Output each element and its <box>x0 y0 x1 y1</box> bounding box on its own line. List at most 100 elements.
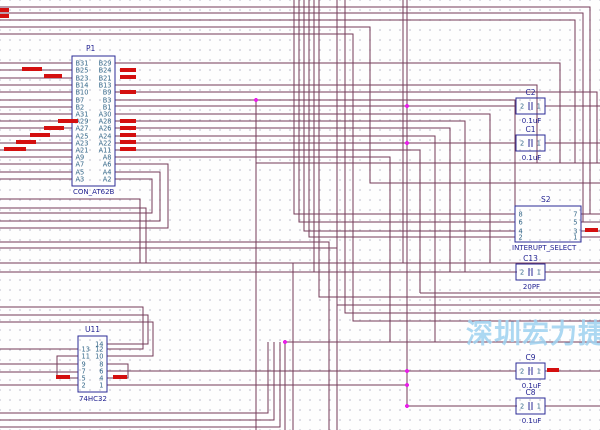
component-body-C2[interactable] <box>515 97 546 115</box>
component-body-C9[interactable] <box>515 362 546 380</box>
wire[interactable] <box>0 6 591 214</box>
wire[interactable] <box>0 247 338 430</box>
pin-name: A9 <box>76 153 85 161</box>
erc-marker[interactable] <box>585 228 598 233</box>
wire[interactable] <box>303 0 515 232</box>
wire[interactable] <box>0 198 141 263</box>
wire[interactable] <box>115 113 491 263</box>
erc-marker[interactable] <box>44 74 62 79</box>
component-body-U11[interactable] <box>77 335 108 393</box>
component-body-S2[interactable] <box>514 205 582 243</box>
wire[interactable] <box>0 314 149 345</box>
wire[interactable] <box>0 342 269 414</box>
pin-name: 11 <box>82 352 90 360</box>
wire[interactable] <box>115 62 561 163</box>
erc-marker[interactable] <box>0 14 9 19</box>
wire[interactable] <box>0 321 154 357</box>
wire[interactable] <box>0 163 169 229</box>
wire[interactable] <box>308 0 515 238</box>
wire[interactable] <box>0 26 600 184</box>
pin-name: 1 <box>573 233 577 241</box>
wire[interactable] <box>115 135 436 342</box>
erc-marker[interactable] <box>58 119 78 124</box>
pin-name: B7 <box>76 96 85 104</box>
erc-marker[interactable] <box>16 140 36 145</box>
ref-designator: S2 <box>541 195 551 204</box>
erc-marker[interactable] <box>547 368 559 373</box>
erc-marker[interactable] <box>56 375 70 380</box>
pin-name: 6 <box>99 367 103 375</box>
pin-name: B3 <box>103 96 112 104</box>
erc-marker[interactable] <box>120 68 136 73</box>
ref-designator: P1 <box>86 44 96 53</box>
junction-dot <box>404 140 410 146</box>
wire[interactable] <box>115 156 391 342</box>
wire[interactable] <box>336 0 600 306</box>
pin-number: 2 <box>520 403 524 411</box>
component-body-C8[interactable] <box>515 397 546 415</box>
wire[interactable] <box>0 342 275 421</box>
erc-marker[interactable] <box>120 75 136 80</box>
pin-name: B2 <box>76 103 85 111</box>
wire[interactable] <box>115 127 451 272</box>
wire[interactable] <box>0 241 330 430</box>
erc-marker[interactable] <box>22 67 42 72</box>
pin-number: 2 <box>520 368 524 376</box>
wire[interactable] <box>0 19 576 163</box>
pin-name: B13 <box>99 81 112 89</box>
pin-name: B14 <box>76 81 89 89</box>
erc-marker[interactable] <box>120 126 136 131</box>
value-label: 0.1uF <box>522 154 542 162</box>
wire[interactable] <box>298 0 515 223</box>
value-label: 0.1uF <box>522 417 542 425</box>
erc-marker[interactable] <box>120 119 136 124</box>
pin-name: A28 <box>99 117 112 125</box>
erc-marker[interactable] <box>30 133 50 138</box>
wire[interactable] <box>293 0 515 215</box>
part-label: INTERUPT_SELECT <box>512 244 577 252</box>
erc-marker[interactable] <box>4 147 26 152</box>
erc-marker[interactable] <box>120 133 136 138</box>
junction-dot <box>282 339 288 345</box>
ref-designator: C13 <box>523 254 538 263</box>
junction-dot <box>253 97 259 103</box>
ref-designator: C8 <box>525 388 535 397</box>
pin-name: B29 <box>99 59 112 67</box>
capacitor-symbol-icon <box>528 402 533 410</box>
wire[interactable] <box>0 178 153 214</box>
wire[interactable] <box>0 306 144 350</box>
capacitor-symbol-icon <box>528 268 533 276</box>
erc-marker[interactable] <box>113 375 127 380</box>
erc-marker[interactable] <box>120 90 136 95</box>
erc-marker[interactable] <box>120 140 136 145</box>
pin-name: 5 <box>573 218 577 226</box>
wire[interactable] <box>56 355 78 379</box>
ref-designator: C2 <box>525 88 535 97</box>
erc-marker[interactable] <box>44 126 64 131</box>
wire[interactable] <box>0 33 600 322</box>
component-body-C13[interactable] <box>515 263 546 281</box>
pin-number: 1 <box>537 140 541 148</box>
capacitor-symbol-icon <box>528 367 533 375</box>
pin-number: 1 <box>537 403 541 411</box>
wire[interactable] <box>0 207 147 263</box>
wire[interactable] <box>344 0 600 314</box>
pin-name: A30 <box>99 110 112 118</box>
wire[interactable] <box>115 84 538 163</box>
wire[interactable] <box>0 342 281 428</box>
wire[interactable] <box>115 99 516 206</box>
wire[interactable] <box>115 91 598 163</box>
wire[interactable] <box>318 0 600 298</box>
pin-number: 2 <box>520 269 524 277</box>
erc-marker[interactable] <box>120 147 136 152</box>
pin-name: A7 <box>76 160 85 168</box>
wire[interactable] <box>115 149 421 293</box>
wire[interactable] <box>0 171 161 222</box>
erc-marker[interactable] <box>0 8 9 13</box>
component-body-C1[interactable] <box>515 134 546 152</box>
pin-name: A25 <box>76 132 89 140</box>
wire[interactable] <box>0 12 584 222</box>
pin-number: 2 <box>520 140 524 148</box>
